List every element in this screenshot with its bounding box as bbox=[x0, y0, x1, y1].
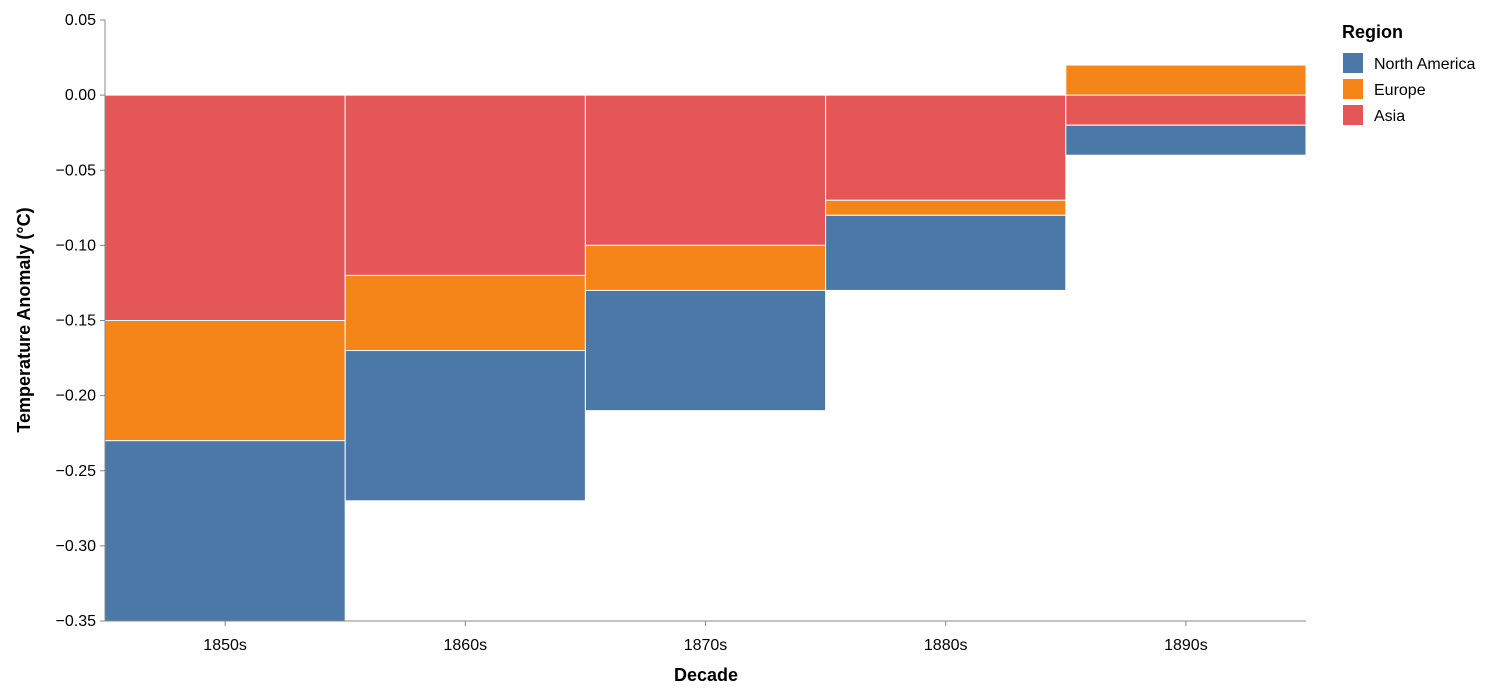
y-tick-label: −0.30 bbox=[56, 538, 97, 555]
bar-north-america-1890s bbox=[1065, 124, 1307, 156]
y-axis: 0.05 0.00 −0.05 −0.10 −0.15 −0.20 −0.25 −0.30 −0… bbox=[56, 12, 106, 630]
bar-north-america-1870s bbox=[584, 289, 827, 412]
legend-label-north-america: North America bbox=[1374, 56, 1475, 73]
x-tick-label: 1880s bbox=[924, 637, 968, 654]
bar-asia-1870s bbox=[584, 94, 827, 246]
legend-swatch-asia bbox=[1343, 105, 1363, 125]
x-tick-label: 1850s bbox=[203, 637, 247, 654]
legend-label-europe: Europe bbox=[1374, 82, 1426, 99]
bar-asia-1860s bbox=[344, 94, 586, 276]
y-tick-label: −0.10 bbox=[56, 237, 97, 254]
y-tick-label: −0.25 bbox=[56, 463, 97, 480]
bar-europe-1880s bbox=[825, 199, 1067, 216]
bar-europe-1890s bbox=[1065, 64, 1307, 96]
bar-north-america-1860s bbox=[344, 350, 586, 502]
y-axis-title: Temperature Anomaly (°C) bbox=[14, 207, 34, 432]
legend: Region North America Europe Asia bbox=[1342, 22, 1475, 125]
bar-asia-1890s bbox=[1065, 94, 1307, 126]
bar-europe-1850s bbox=[104, 320, 346, 442]
legend-title: Region bbox=[1342, 22, 1403, 42]
y-tick-label: −0.20 bbox=[56, 388, 97, 405]
y-tick-label: −0.05 bbox=[56, 162, 97, 179]
bar-asia-1880s bbox=[825, 94, 1067, 201]
x-axis: 1850s 1860s 1870s 1880s 1890s bbox=[105, 620, 1306, 654]
x-tick-label: 1870s bbox=[684, 637, 728, 654]
bars-group bbox=[104, 64, 1307, 622]
x-axis-title: Decade bbox=[674, 665, 738, 685]
bar-europe-1870s bbox=[584, 244, 827, 291]
x-tick-label: 1860s bbox=[444, 637, 488, 654]
y-tick-label: −0.15 bbox=[56, 313, 97, 330]
y-tick-label: 0.00 bbox=[65, 87, 96, 104]
legend-label-asia: Asia bbox=[1374, 108, 1405, 125]
y-tick-label: 0.05 bbox=[65, 12, 96, 29]
legend-swatch-europe bbox=[1343, 79, 1363, 99]
bar-north-america-1850s bbox=[104, 440, 346, 622]
bar-asia-1850s bbox=[104, 94, 346, 321]
bar-europe-1860s bbox=[344, 274, 586, 352]
legend-swatch-north-america bbox=[1343, 53, 1363, 73]
x-tick-label: 1890s bbox=[1164, 637, 1208, 654]
y-tick-label: −0.35 bbox=[56, 613, 97, 630]
bar-north-america-1880s bbox=[825, 214, 1067, 291]
